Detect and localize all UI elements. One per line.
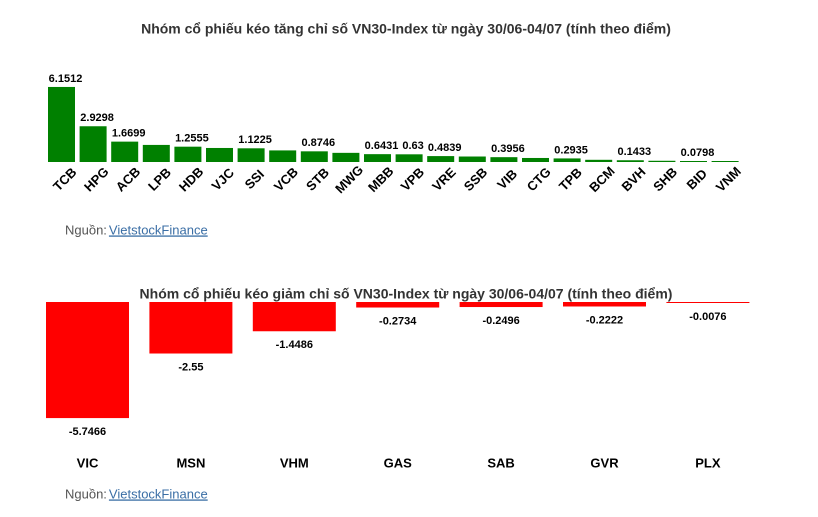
bar <box>332 152 360 162</box>
bar <box>522 157 549 162</box>
bar <box>585 159 613 162</box>
bar <box>300 151 328 162</box>
bar <box>46 302 129 419</box>
x-tick-label: VIC <box>77 455 99 470</box>
bar <box>459 302 543 308</box>
value-label: 0.63 <box>402 140 423 152</box>
value-label: 0.4839 <box>428 142 462 154</box>
bar <box>364 154 391 162</box>
bar <box>711 161 739 162</box>
x-tick-label: GVR <box>590 455 619 470</box>
bar <box>395 154 423 162</box>
x-tick-label: VIB <box>494 166 520 192</box>
x-tick-label: SAB <box>487 455 514 470</box>
bar <box>206 147 233 162</box>
value-label: 1.6699 <box>112 128 146 140</box>
value-label: -0.2496 <box>482 315 519 327</box>
value-label: 0.8746 <box>301 137 335 149</box>
chart-title: Nhóm cổ phiếu kéo tăng chỉ số VN30-Index… <box>141 21 671 37</box>
x-tick-label: MWG <box>332 162 366 196</box>
bar <box>149 302 233 354</box>
x-tick-label: BCM <box>586 163 618 195</box>
x-tick-label: CTG <box>524 164 554 194</box>
source-label: Nguồn: <box>65 486 107 501</box>
x-tick-label: PLX <box>695 455 721 470</box>
x-tick-label: MSN <box>176 455 205 470</box>
x-tick-label: VPB <box>398 164 428 194</box>
bar <box>356 302 440 308</box>
x-tick-label: SSB <box>461 164 491 194</box>
value-label: -0.2734 <box>379 315 417 327</box>
value-label: -5.7466 <box>69 426 106 438</box>
x-tick-label: LPB <box>145 165 174 194</box>
bar <box>616 160 644 162</box>
x-tick-label: VHM <box>280 455 309 470</box>
value-label: 0.6431 <box>365 140 399 152</box>
x-tick-label: VRE <box>429 164 459 194</box>
x-tick-label: GAS <box>384 455 413 470</box>
x-tick-label: STB <box>303 165 332 194</box>
value-label: -1.4486 <box>276 339 313 351</box>
x-tick-label: MBB <box>365 163 397 195</box>
bar <box>648 160 676 162</box>
value-label: 0.3956 <box>491 143 525 155</box>
value-label: 0.2935 <box>554 144 588 156</box>
bar <box>490 157 518 162</box>
bar <box>252 302 336 332</box>
value-label: 1.1225 <box>238 134 272 146</box>
x-tick-label: BVH <box>619 164 649 194</box>
x-tick-label: SHB <box>650 164 680 194</box>
source-link[interactable]: VietstockFinance <box>109 222 208 237</box>
x-tick-label: ACB <box>113 164 144 195</box>
bar <box>680 161 707 162</box>
bar <box>427 156 455 162</box>
value-label: -2.55 <box>178 361 203 373</box>
x-tick-label: VNM <box>713 164 744 195</box>
value-label: 1.2555 <box>175 133 209 145</box>
x-tick-label: VJC <box>209 165 238 194</box>
x-tick-label: SSI <box>242 167 267 192</box>
x-tick-label: HPG <box>81 164 112 195</box>
source-link[interactable]: VietstockFinance <box>109 486 208 501</box>
x-tick-label: TPB <box>556 165 585 194</box>
bar <box>111 141 139 162</box>
value-label: 2.9298 <box>80 112 114 124</box>
value-label: -0.2222 <box>586 314 623 326</box>
chart-title: Nhóm cổ phiếu kéo giảm chỉ số VN30-Index… <box>140 286 673 302</box>
x-tick-label: TCB <box>50 164 79 193</box>
x-tick-label: VCB <box>271 164 301 194</box>
value-label: 0.0798 <box>681 147 715 159</box>
value-label: -0.0076 <box>689 311 726 323</box>
bar <box>269 150 297 162</box>
bar <box>666 302 750 303</box>
x-tick-label: HDB <box>176 164 207 195</box>
source-label: Nguồn: <box>65 222 107 237</box>
bar <box>458 156 486 162</box>
bar <box>48 86 75 162</box>
bar <box>142 144 170 162</box>
bar <box>174 146 202 162</box>
value-label: 0.1433 <box>617 146 651 158</box>
bar <box>79 126 107 162</box>
bar <box>553 158 581 162</box>
bar <box>237 148 265 162</box>
bar <box>563 302 646 307</box>
value-label: 6.1512 <box>49 73 83 85</box>
x-tick-label: BID <box>684 166 710 192</box>
